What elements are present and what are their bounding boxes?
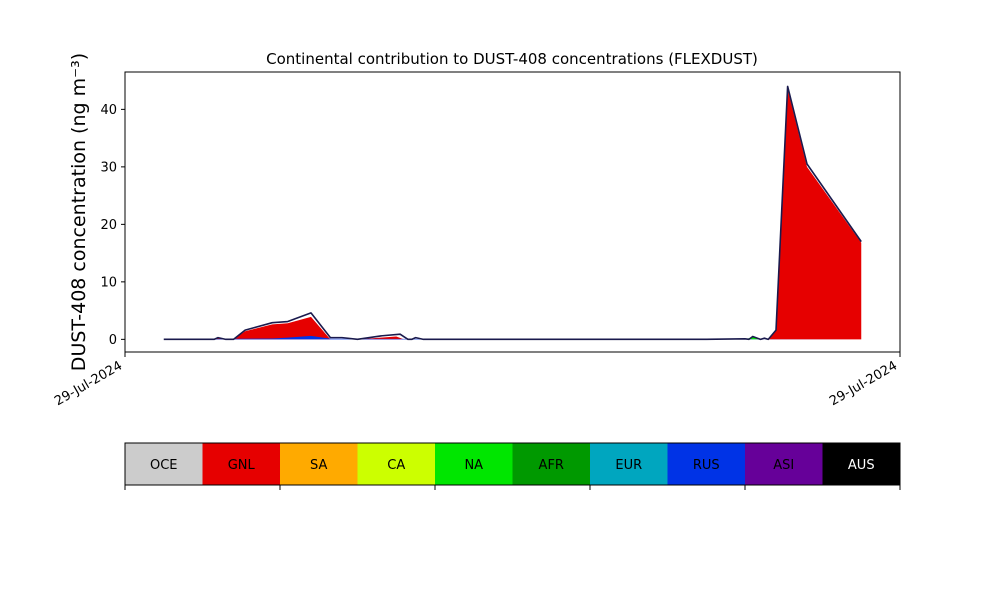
legend-label-gnl: GNL — [228, 458, 256, 473]
plot-area — [124, 71, 901, 353]
legend-swatch-rus — [667, 443, 746, 485]
area-gnl — [163, 89, 862, 340]
legend-label-ca: CA — [387, 458, 405, 473]
legend-frame — [124, 442, 901, 486]
legend-label-na: NA — [464, 458, 483, 473]
plot-frame — [124, 71, 901, 353]
y-tick-label: 20 — [100, 218, 117, 233]
y-tick-label: 10 — [100, 275, 117, 290]
legend-swatch-na — [435, 443, 513, 485]
chart-title: Continental contribution to DUST-408 con… — [266, 50, 758, 68]
legend-label-oce: OCE — [150, 458, 178, 473]
legend-label-asi: ASI — [773, 458, 794, 473]
x-tick-label: 29-Jul-2024 — [827, 358, 900, 409]
y-tick-label: 40 — [100, 103, 117, 118]
legend-swatch-afr — [512, 443, 591, 485]
legend-label-rus: RUS — [693, 458, 720, 473]
legend-label-eur: EUR — [615, 458, 642, 473]
legend-label-sa: SA — [310, 458, 327, 473]
legend-swatch-asi — [745, 443, 823, 485]
y-tick-label: 0 — [109, 333, 117, 348]
y-tick-label: 30 — [100, 160, 117, 175]
legend-swatch-ca — [357, 443, 436, 485]
x-axis: 29-Jul-2024 29-Jul-2024 — [52, 352, 901, 409]
legend-swatch-gnl — [202, 443, 281, 485]
y-axis: 0 10 20 30 40 — [100, 103, 125, 348]
legend-label-afr: AFR — [539, 458, 564, 473]
legend-swatch-eur — [590, 443, 668, 485]
total-line — [163, 85, 862, 341]
legend-swatch-oce — [125, 443, 203, 485]
region-legend: OCE GNL SA CA NA AFR EUR RUS ASI AUS — [124, 442, 901, 490]
legend-label-aus: AUS — [848, 458, 875, 473]
legend-swatch-sa — [280, 443, 358, 485]
legend-swatch-aus — [822, 443, 901, 485]
y-axis-label: DUST-408 concentration (ng m⁻³) — [68, 53, 90, 371]
